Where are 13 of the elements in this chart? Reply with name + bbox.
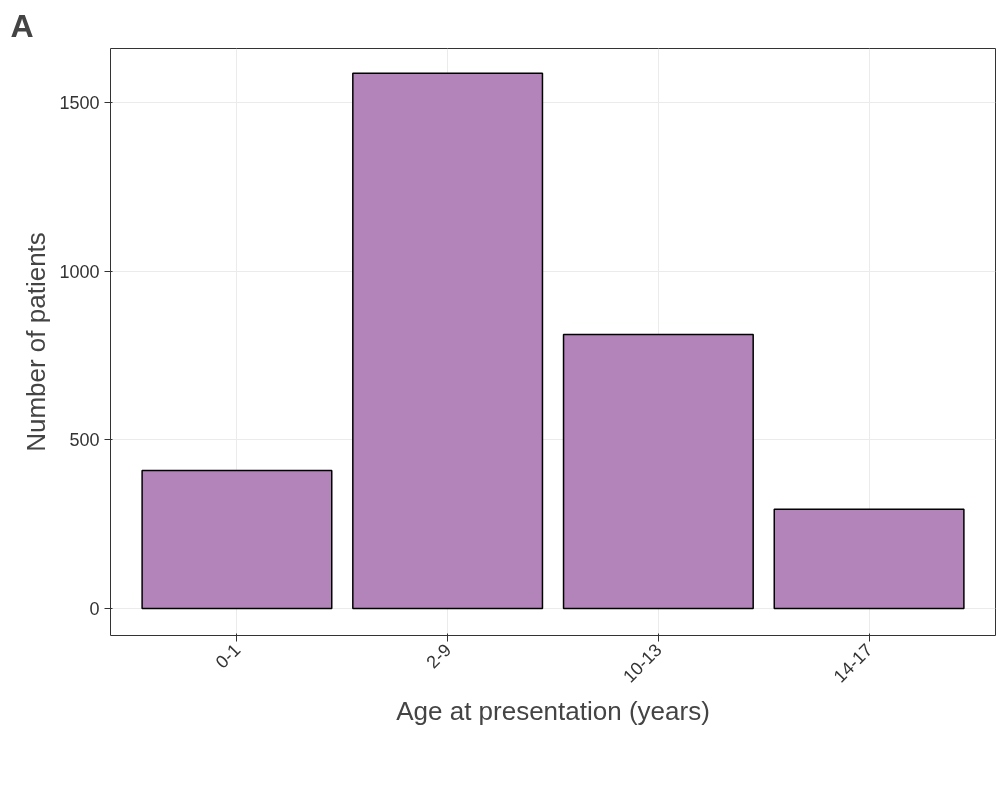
- bar: [141, 469, 333, 610]
- y-tick-label: 1000: [59, 261, 100, 282]
- text: A: [10, 7, 34, 44]
- bar: [352, 72, 544, 610]
- bar: [562, 333, 754, 610]
- x-tick-label: 0-1: [211, 639, 245, 673]
- x-axis-title: Age at presentation (years): [396, 696, 710, 727]
- y-axis-title: Number of patients: [21, 232, 52, 452]
- y-tick-label: 1500: [59, 92, 100, 113]
- y-tick-label: 500: [69, 430, 100, 451]
- x-tick-label: 2-9: [422, 639, 456, 673]
- y-tick-label: 0: [89, 599, 100, 620]
- bar: [773, 508, 965, 610]
